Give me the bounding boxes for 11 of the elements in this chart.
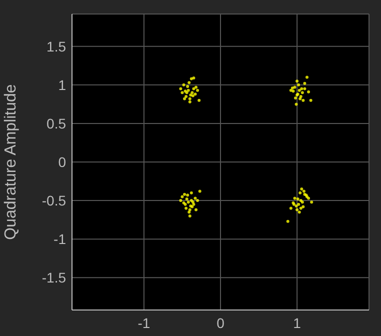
y-tick-label: 0 <box>58 154 66 170</box>
y-tick-label: 1 <box>58 76 66 93</box>
y-tick-label: -0.5 <box>42 192 66 209</box>
x-tick-label: 1 <box>293 314 302 331</box>
x-tick-label: 0 <box>216 314 225 331</box>
x-tick-label: -1 <box>138 314 150 331</box>
y-tick-label: -1.5 <box>42 270 66 286</box>
y-tick-label: 1.5 <box>46 38 66 54</box>
y-tick-label: 0.5 <box>46 115 66 132</box>
y-axis-title: Quadrature Amplitude <box>2 84 20 240</box>
y-tick-label: -1 <box>54 231 66 248</box>
